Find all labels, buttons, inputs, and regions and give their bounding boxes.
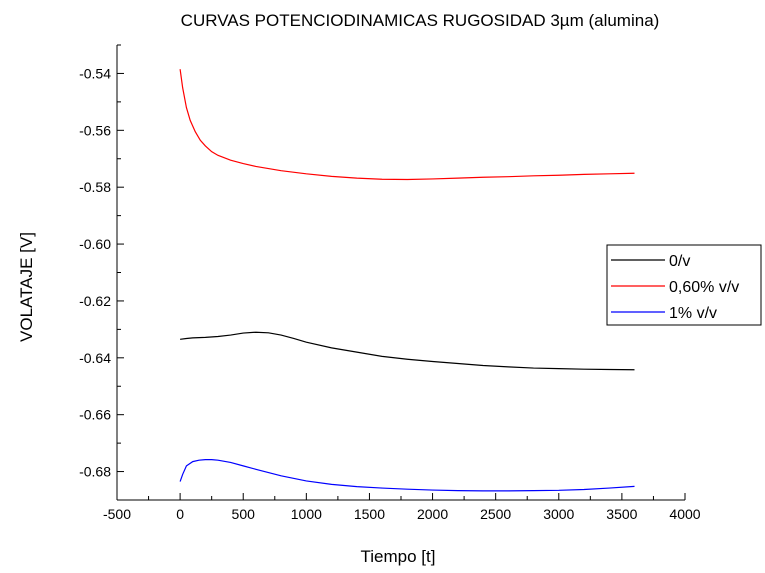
y-tick-label: -0.56 bbox=[79, 122, 111, 138]
x-tick-label: 1500 bbox=[354, 506, 385, 522]
x-tick-label: -500 bbox=[103, 506, 131, 522]
y-tick-label: -0.58 bbox=[79, 179, 111, 195]
y-tick-label: -0.62 bbox=[79, 293, 111, 309]
x-tick-label: 2000 bbox=[417, 506, 448, 522]
x-axis-label: Tiempo [t] bbox=[361, 547, 436, 566]
plot-axes: -500 0 500 1000 1500 2000 2500 3000 3500 4000 -0.5… bbox=[79, 44, 701, 522]
legend-label: 0/v bbox=[669, 253, 690, 270]
x-tick-label: 0 bbox=[176, 506, 184, 522]
series-line-2 bbox=[179, 69, 635, 181]
legend: 0/v 0,60% v/v 1% v/v bbox=[606, 244, 762, 326]
series-line-1 bbox=[180, 331, 635, 371]
y-tick-label: -0.54 bbox=[79, 65, 111, 81]
series-layer bbox=[179, 69, 635, 492]
y-tick-label: -0.60 bbox=[79, 236, 111, 252]
x-tick-label: 3000 bbox=[543, 506, 574, 522]
x-tick-label: 500 bbox=[232, 506, 256, 522]
x-tick-label: 1000 bbox=[291, 506, 322, 522]
legend-label: 1% v/v bbox=[669, 305, 717, 322]
x-tick-label: 3500 bbox=[606, 506, 637, 522]
x-tick-label: 4000 bbox=[669, 506, 700, 522]
y-tick-label: -0.66 bbox=[79, 407, 111, 423]
legend-label: 0,60% v/v bbox=[669, 279, 739, 296]
chart-title: CURVAS POTENCIODINAMICAS RUGOSIDAD 3µm (… bbox=[181, 11, 660, 30]
y-tick-label: -0.68 bbox=[79, 464, 111, 480]
y-tick-label: -0.64 bbox=[79, 350, 111, 366]
x-tick-label: 2500 bbox=[480, 506, 511, 522]
y-axis-label: VOLATAJE [V] bbox=[17, 232, 36, 342]
series-line-3 bbox=[179, 459, 635, 492]
